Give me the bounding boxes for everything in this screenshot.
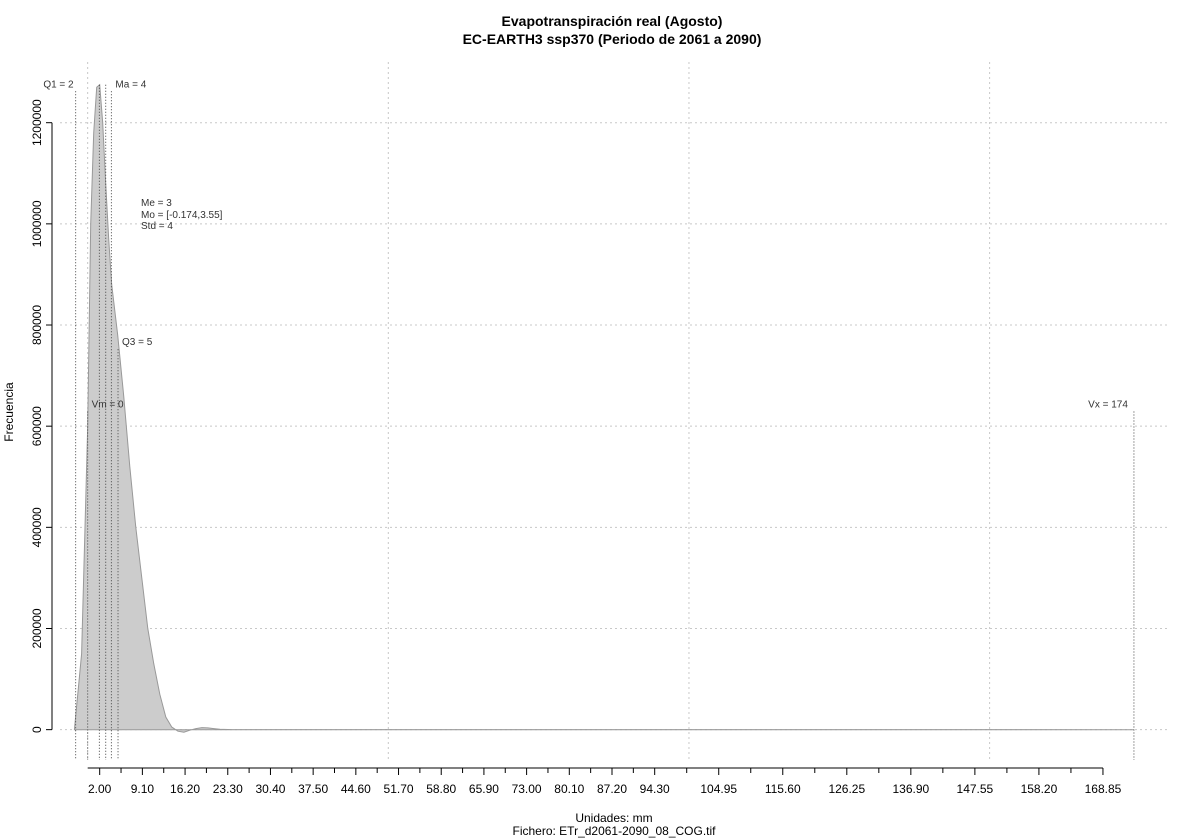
x-tick-label-5: 37.50 [298,782,328,796]
reference-label-4: Q3 = 5 [122,337,153,348]
grid-lines [60,62,1170,760]
y-tick-label-4: 800000 [30,305,44,345]
y-axis-label: Frecuencia [2,382,16,442]
x-tick-label-15: 115.60 [765,782,801,796]
reference-label-0: Q1 = 2 [43,79,74,90]
x-tick-label-4: 30.40 [255,782,285,796]
reference-label-2: Ma = 4 [115,79,146,90]
x-tick-label-12: 87.20 [597,782,627,796]
x-tick-label-3: 23.30 [213,782,243,796]
y-tick-label-2: 400000 [30,507,44,547]
stat-mode-label: Mo = [-0.174,3.55] [141,210,223,221]
file-name-label: Fichero: ETr_d2061-2090_08_COG.tif [513,824,717,838]
reference-label-5: Vm = 0 [92,399,124,410]
x-axis-label: Unidades: mm [575,811,652,825]
reference-lines: Q1 = 2 Ma = 4 Q3 = 5 Vm = 0 Vx = 174 [43,79,1135,760]
y-tick-label-1: 200000 [30,608,44,648]
axes: 2.00 9.10 16.20 23.30 30.40 37.50 44.60 51.70 58… [30,99,1122,796]
x-tick-label-0: 2.00 [88,782,112,796]
y-tick-label-0: 0 [30,726,44,733]
stats-annotation: Me = 3 Mo = [-0.174,3.55] Std = 4 [141,198,223,232]
x-tick-label-16: 126.25 [828,782,865,796]
x-tick-label-17: 136.90 [892,782,929,796]
x-tick-label-10: 73.00 [512,782,542,796]
reference-label-6: Vx = 174 [1088,399,1128,410]
stat-std-label: Std = 4 [141,221,173,232]
y-tick-label-6: 1200000 [30,99,44,146]
x-tick-label-7: 51.70 [384,782,414,796]
x-tick-label-8: 58.80 [426,782,456,796]
x-tick-label-18: 147.55 [957,782,994,796]
chart-subtitle: EC-EARTH3 ssp370 (Periodo de 2061 a 2090… [463,31,762,47]
density-area-group [73,83,1134,733]
x-tick-label-1: 9.10 [131,782,155,796]
density-area [73,83,1134,733]
x-tick-label-11: 80.10 [554,782,584,796]
x-tick-label-13: 94.30 [640,782,670,796]
x-tick-label-19: 158.20 [1021,782,1058,796]
x-tick-label-6: 44.60 [341,782,371,796]
y-tick-label-5: 1000000 [30,200,44,247]
stat-median-label: Me = 3 [141,198,172,209]
x-tick-label-20: 168.85 [1085,782,1122,796]
x-tick-label-9: 65.90 [469,782,499,796]
x-tick-label-2: 16.20 [170,782,200,796]
x-tick-label-14: 104.95 [700,782,737,796]
chart-title: Evapotranspiración real (Agosto) [502,13,723,29]
y-tick-label-3: 600000 [30,406,44,446]
